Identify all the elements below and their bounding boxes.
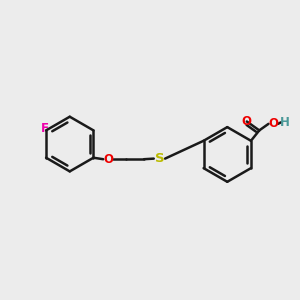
Text: H: H <box>280 116 290 129</box>
Text: O: O <box>103 153 113 166</box>
Text: O: O <box>242 115 252 128</box>
Text: S: S <box>154 152 164 165</box>
Text: O: O <box>268 117 278 130</box>
Text: F: F <box>40 122 49 135</box>
